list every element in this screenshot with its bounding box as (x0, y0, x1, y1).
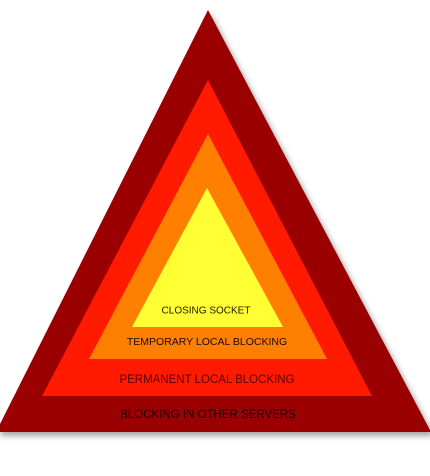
layer-second-label: PERMANENT LOCAL BLOCKING (119, 374, 294, 386)
layer-third-label: TEMPORARY LOCAL BLOCKING (127, 336, 287, 348)
layer-inner-label: CLOSING SOCKET (162, 306, 251, 317)
layer-outer-label: BLOCKING IN OTHER SERVERS (120, 409, 296, 421)
layer-inner-triangle (132, 188, 283, 327)
